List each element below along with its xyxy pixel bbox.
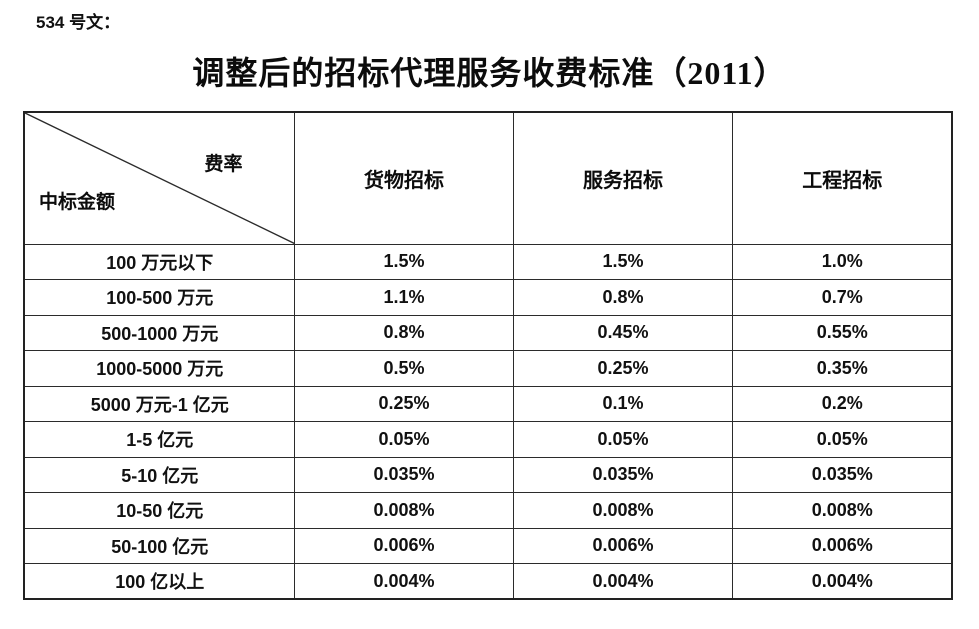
rate-cell: 0.004%	[512, 563, 734, 600]
rate-cell: 0.004%	[732, 563, 953, 600]
table-row: 50-100 亿元 0.006% 0.006% 0.006%	[23, 527, 953, 564]
rate-cell: 0.05%	[512, 421, 734, 458]
rate-cell: 0.035%	[294, 456, 514, 493]
corner-label-rate: 费率	[204, 154, 243, 175]
row-label-cell: 50-100 亿元	[23, 527, 296, 564]
rate-cell: 0.008%	[732, 492, 953, 529]
table-row: 5000 万元-1 亿元 0.25% 0.1% 0.2%	[23, 385, 953, 422]
table-header-row: 费率 中标金额 货物招标 服务招标 工程招标	[23, 111, 953, 245]
table-row: 1000-5000 万元 0.5% 0.25% 0.35%	[23, 350, 953, 387]
rate-cell: 0.008%	[294, 492, 514, 529]
rate-cell: 0.5%	[294, 350, 514, 387]
table-row: 100-500 万元 1.1% 0.8% 0.7%	[23, 279, 953, 316]
rate-cell: 0.25%	[512, 350, 734, 387]
rate-cell: 0.006%	[294, 527, 514, 564]
row-label-cell: 500-1000 万元	[23, 314, 296, 351]
diagonal-divider-line	[25, 113, 294, 244]
rate-cell: 0.006%	[732, 527, 953, 564]
corner-label-bid-amount: 中标金额	[39, 192, 116, 213]
rate-cell: 0.55%	[732, 314, 953, 351]
page-title: 调整后的招标代理服务收费标准（2011）	[192, 55, 787, 91]
rate-cell: 0.7%	[732, 279, 953, 316]
column-header-works-tender: 工程招标	[732, 111, 953, 245]
row-label-cell: 5000 万元-1 亿元	[23, 385, 296, 422]
table-row: 1-5 亿元 0.05% 0.05% 0.05%	[23, 421, 953, 458]
rate-cell: 0.035%	[512, 456, 734, 493]
fee-rate-table: 费率 中标金额 货物招标 服务招标 工程招标 100 万元以下 1.5% 1.5…	[23, 111, 953, 600]
rate-cell: 0.035%	[732, 456, 953, 493]
rate-cell: 0.35%	[732, 350, 953, 387]
table-row: 10-50 亿元 0.008% 0.008% 0.008%	[23, 492, 953, 529]
diagonal-corner-cell: 费率 中标金额	[23, 111, 296, 245]
row-label-cell: 10-50 亿元	[23, 492, 296, 529]
rate-cell: 1.0%	[732, 243, 953, 280]
rate-cell: 0.05%	[732, 421, 953, 458]
rate-cell: 0.1%	[512, 385, 734, 422]
column-header-service-tender: 服务招标	[512, 111, 734, 245]
row-label-cell: 1-5 亿元	[23, 421, 296, 458]
rate-cell: 0.006%	[512, 527, 734, 564]
rate-cell: 1.5%	[512, 243, 734, 280]
row-label-cell: 100-500 万元	[23, 279, 296, 316]
rate-cell: 0.004%	[294, 563, 514, 600]
rate-cell: 0.25%	[294, 385, 514, 422]
rate-cell: 1.5%	[294, 243, 514, 280]
rate-cell: 0.45%	[512, 314, 734, 351]
row-label-cell: 1000-5000 万元	[23, 350, 296, 387]
table-row: 100 亿以上 0.004% 0.004% 0.004%	[23, 563, 953, 600]
row-label-cell: 100 万元以下	[23, 243, 296, 280]
doc-number-label: 534 号文：	[36, 13, 121, 32]
rate-cell: 0.05%	[294, 421, 514, 458]
rate-cell: 0.2%	[732, 385, 953, 422]
row-label-cell: 100 亿以上	[23, 563, 296, 600]
rate-cell: 0.008%	[512, 492, 734, 529]
row-label-cell: 5-10 亿元	[23, 456, 296, 493]
column-header-goods-tender: 货物招标	[294, 111, 514, 245]
rate-cell: 0.8%	[294, 314, 514, 351]
rate-cell: 1.1%	[294, 279, 514, 316]
table-row: 5-10 亿元 0.035% 0.035% 0.035%	[23, 456, 953, 493]
table-row: 500-1000 万元 0.8% 0.45% 0.55%	[23, 314, 953, 351]
rate-cell: 0.8%	[512, 279, 734, 316]
table-row: 100 万元以下 1.5% 1.5% 1.0%	[23, 243, 953, 280]
